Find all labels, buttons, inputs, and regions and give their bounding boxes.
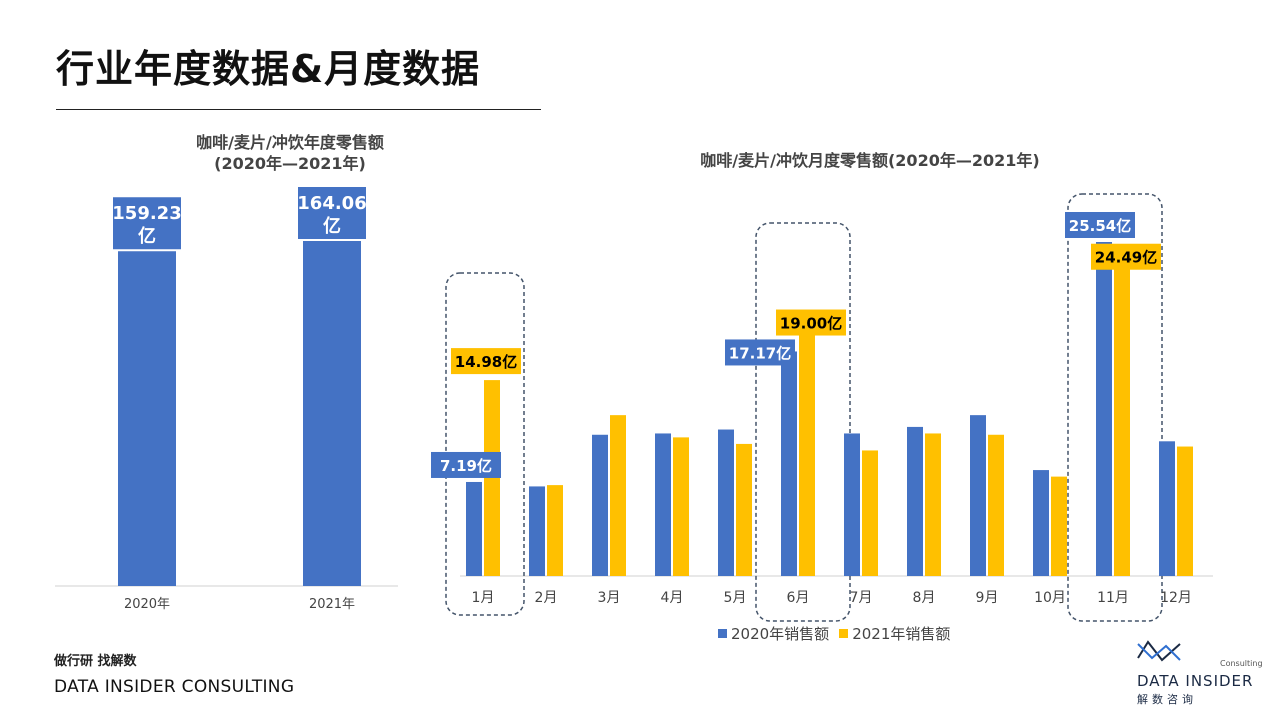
highlight-box-2 bbox=[1067, 193, 1163, 622]
annual-data-label-box-0 bbox=[111, 195, 183, 252]
annual-data-label-1: 164.06 亿 bbox=[297, 193, 366, 237]
monthly-bar-2021-3 bbox=[610, 415, 626, 576]
monthly-x-tick-3: 3月 bbox=[598, 590, 621, 606]
logo-consulting-text: Consulting bbox=[1220, 659, 1263, 668]
legend-label-2021: 2021年销售额 bbox=[852, 625, 951, 643]
monthly-bar-2021-12 bbox=[1177, 446, 1193, 576]
monthly-bar-2021-7 bbox=[862, 450, 878, 576]
legend-label-2020: 2020年销售额 bbox=[731, 625, 830, 643]
monthly-bar-2020-9 bbox=[970, 415, 986, 576]
monthly-x-tick-8: 8月 bbox=[913, 590, 936, 606]
monthly-x-tick-5: 5月 bbox=[724, 590, 747, 606]
monthly-data-label-box-2 bbox=[725, 339, 795, 366]
monthly-bar-2021-5 bbox=[736, 443, 752, 576]
legend-swatch-2020 bbox=[718, 629, 727, 638]
monthly-x-tick-10: 10月 bbox=[1034, 590, 1066, 606]
monthly-bar-2020-12 bbox=[1159, 441, 1175, 576]
legend-item-2021: 2021年销售额 bbox=[839, 623, 950, 644]
monthly-x-tick-6: 6月 bbox=[787, 590, 810, 606]
annual-chart-subtitle: (2020年—2021年) bbox=[214, 154, 366, 173]
annual-x-tick-0: 2020年 bbox=[124, 597, 170, 612]
footer-company-name: DATA INSIDER CONSULTING bbox=[54, 677, 295, 697]
monthly-bar-2021-10 bbox=[1051, 476, 1067, 576]
monthly-x-tick-7: 7月 bbox=[850, 590, 873, 606]
monthly-bar-2020-5 bbox=[718, 429, 734, 576]
annual-bar-0 bbox=[118, 248, 176, 586]
monthly-data-label-3: 19.00亿 bbox=[780, 315, 842, 333]
monthly-bar-2021-4 bbox=[673, 437, 689, 576]
monthly-data-label-4: 25.54亿 bbox=[1069, 217, 1131, 235]
monthly-data-label-box-0 bbox=[431, 451, 501, 478]
monthly-x-tick-4: 4月 bbox=[661, 590, 684, 606]
monthly-bar-2021-9 bbox=[988, 434, 1004, 576]
monthly-data-label-0: 7.19亿 bbox=[440, 457, 492, 475]
annual-bar-1 bbox=[303, 238, 361, 586]
annual-x-tick-1: 2021年 bbox=[309, 597, 355, 612]
logo-mark-icon bbox=[1137, 640, 1181, 662]
annual-chart-title: 咖啡/麦片/冲饮年度零售额 (2020年—2021年) bbox=[120, 132, 460, 174]
monthly-bar-2020-10 bbox=[1033, 470, 1049, 576]
monthly-bar-2020-2 bbox=[529, 486, 545, 576]
logo-brand-text: DATA INSIDER bbox=[1137, 672, 1254, 690]
legend-swatch-2021 bbox=[839, 629, 849, 638]
monthly-bar-2020-1 bbox=[466, 481, 482, 576]
highlight-box-1 bbox=[755, 222, 851, 622]
page-title: 行业年度数据&月度数据 bbox=[56, 47, 481, 91]
monthly-chart-title: 咖啡/麦片/冲饮月度零售额(2020年—2021年) bbox=[700, 151, 1040, 170]
monthly-bar-2021-1 bbox=[484, 380, 500, 576]
monthly-data-label-box-1 bbox=[451, 348, 521, 375]
monthly-bar-2020-4 bbox=[655, 433, 671, 576]
monthly-bar-2020-8 bbox=[907, 426, 923, 576]
monthly-bar-2020-3 bbox=[592, 434, 608, 576]
monthly-x-tick-1: 1月 bbox=[472, 590, 495, 606]
legend-item-2020: 2020年销售额 bbox=[718, 623, 829, 644]
monthly-x-tick-11: 11月 bbox=[1097, 590, 1129, 606]
annual-data-label-box-1 bbox=[296, 185, 368, 241]
title-divider bbox=[56, 109, 541, 110]
monthly-bar-2021-6 bbox=[799, 327, 815, 576]
annual-data-label-0: 159.23 亿 bbox=[112, 203, 181, 247]
monthly-data-label-box-4 bbox=[1065, 212, 1135, 238]
footer-slogan: 做行研 找解数 bbox=[54, 654, 137, 669]
monthly-bar-2021-8 bbox=[925, 433, 941, 576]
monthly-data-label-box-5 bbox=[1091, 243, 1161, 270]
monthly-data-label-1: 14.98亿 bbox=[455, 353, 517, 371]
monthly-x-tick-9: 9月 bbox=[976, 590, 999, 606]
monthly-bar-2020-6 bbox=[781, 351, 797, 576]
annual-chart-title-line1: 咖啡/麦片/冲饮年度零售额 bbox=[196, 133, 384, 152]
monthly-bar-2021-11 bbox=[1114, 255, 1130, 577]
monthly-data-label-box-3 bbox=[776, 309, 846, 336]
monthly-x-tick-12: 12月 bbox=[1160, 590, 1192, 606]
monthly-bar-2021-2 bbox=[547, 485, 563, 576]
monthly-legend: 2020年销售额 2021年销售额 bbox=[718, 623, 960, 644]
company-logo: Consulting DATA INSIDER 解数咨询 bbox=[1134, 636, 1264, 706]
monthly-data-label-2: 17.17亿 bbox=[729, 344, 791, 362]
highlight-box-0 bbox=[445, 272, 525, 616]
monthly-bar-2020-11 bbox=[1096, 242, 1112, 576]
monthly-bar-2020-7 bbox=[844, 433, 860, 576]
monthly-x-tick-2: 2月 bbox=[535, 590, 558, 606]
logo-brand-cn-text: 解数咨询 bbox=[1137, 693, 1197, 706]
monthly-data-label-5: 24.49亿 bbox=[1095, 249, 1157, 267]
